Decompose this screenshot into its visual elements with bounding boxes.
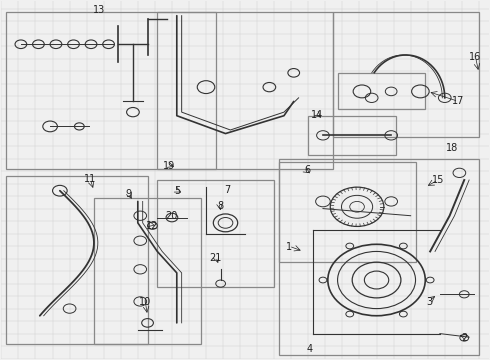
- Text: 9: 9: [125, 189, 132, 199]
- Text: 15: 15: [432, 175, 444, 185]
- Bar: [279, 158, 479, 355]
- Bar: [279, 162, 416, 262]
- Bar: [6, 176, 147, 344]
- Text: 14: 14: [311, 110, 323, 120]
- Text: 11: 11: [84, 174, 96, 184]
- Text: 1: 1: [286, 242, 292, 252]
- Bar: [338, 73, 425, 109]
- Bar: [333, 12, 479, 137]
- Bar: [157, 12, 333, 169]
- Text: 12: 12: [146, 221, 158, 231]
- Text: 10: 10: [139, 297, 151, 307]
- Text: 19: 19: [163, 161, 175, 171]
- Text: 18: 18: [446, 143, 458, 153]
- Text: 16: 16: [469, 52, 482, 62]
- Text: 4: 4: [306, 343, 313, 354]
- Text: 13: 13: [93, 5, 105, 15]
- Text: 20: 20: [165, 211, 177, 221]
- Text: 3: 3: [426, 297, 432, 307]
- Text: 8: 8: [217, 201, 223, 211]
- Bar: [308, 116, 396, 155]
- Bar: [94, 198, 201, 344]
- Text: 5: 5: [174, 186, 181, 197]
- Text: 2: 2: [461, 333, 467, 343]
- Text: 17: 17: [452, 96, 465, 107]
- Text: 6: 6: [304, 165, 311, 175]
- Text: 7: 7: [224, 185, 230, 195]
- Bar: [6, 12, 216, 169]
- Bar: [157, 180, 274, 287]
- Text: 21: 21: [210, 253, 222, 263]
